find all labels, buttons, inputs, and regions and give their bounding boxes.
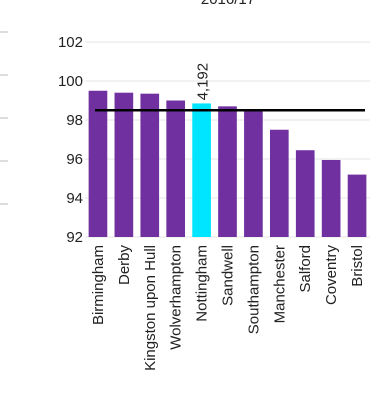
bar (244, 110, 263, 237)
bar (166, 100, 186, 237)
y-tick-label: 100 (58, 73, 83, 90)
bar (347, 174, 367, 237)
bar (88, 90, 108, 237)
x-tick-label: Wolverhampton (168, 245, 185, 350)
x-tick-label: Sandwell (220, 245, 237, 306)
x-tick-label: Southampton (245, 245, 262, 334)
x-tick-label: Manchester (271, 245, 288, 323)
x-tick-label: Bristol (349, 245, 366, 287)
bar (218, 106, 237, 237)
x-tick-label: Birmingham (90, 245, 107, 325)
bar (269, 129, 289, 237)
y-tick-label: 102 (58, 34, 83, 51)
x-tick-label: Derby (116, 245, 133, 286)
y-tick-label: 92 (66, 229, 83, 246)
bar (140, 93, 160, 237)
x-tick-label: Salford (297, 245, 314, 293)
y-tick-label: 96 (66, 151, 83, 168)
bar (114, 92, 134, 237)
bar (295, 150, 315, 237)
y-tick-label: 94 (66, 190, 83, 207)
x-tick-label: Coventry (323, 245, 340, 306)
left-edge-ticks (0, 31, 8, 205)
bar (192, 103, 211, 237)
bar (321, 159, 341, 237)
chart-title: 2016/17 (201, 0, 255, 8)
x-tick-label: Nottingham (194, 245, 211, 322)
y-tick-label: 98 (66, 112, 83, 129)
x-tick-label: Kingston upon Hull (142, 245, 159, 371)
annotation: 4,192 (195, 63, 212, 101)
